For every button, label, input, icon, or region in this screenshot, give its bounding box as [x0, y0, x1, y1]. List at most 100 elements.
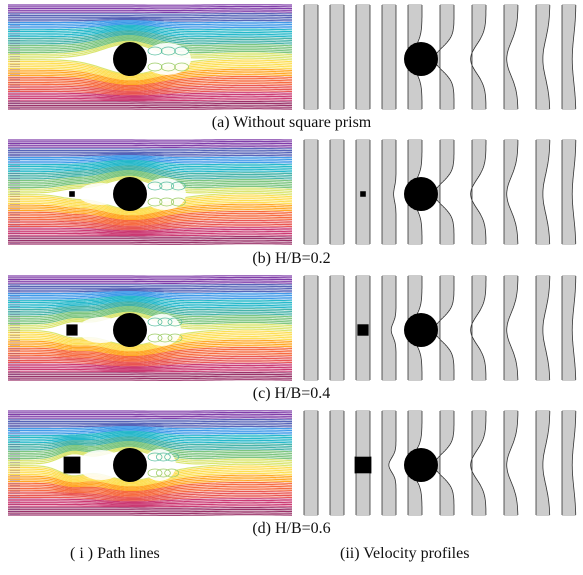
path-line: [8, 175, 292, 191]
velocity-profile: [470, 139, 487, 245]
path-line: [8, 366, 292, 370]
path-line: [8, 335, 292, 351]
path-line: [8, 192, 292, 210]
caption-b: (b) H/B=0.2: [252, 250, 331, 267]
path-line: [8, 201, 292, 216]
velocity-profile: [355, 275, 371, 381]
path-line: [8, 97, 292, 100]
path-line: [8, 158, 292, 164]
velocity-profile: [535, 410, 551, 516]
path-line: [8, 439, 292, 451]
path-line: [8, 102, 292, 105]
path-line: [8, 106, 292, 109]
path-line: [8, 167, 292, 178]
path-line: [8, 476, 292, 489]
square-prism: [360, 191, 366, 197]
path-line: [8, 446, 292, 462]
velocity-profile: [434, 275, 455, 381]
velocity-plot-a: [303, 4, 577, 110]
path-line: [8, 337, 292, 352]
velocity-profile: [503, 410, 519, 516]
path-line: [8, 219, 292, 227]
path-line: [8, 297, 292, 305]
path-line: [8, 431, 292, 439]
path-line: [8, 214, 292, 224]
velocity-profile: [329, 410, 345, 516]
path-line: [8, 243, 292, 245]
cylinder: [404, 177, 438, 211]
velocity-profile: [355, 139, 371, 245]
path-line: [8, 40, 292, 56]
path-line: [8, 160, 292, 168]
path-line: [8, 294, 292, 300]
path-line: [8, 205, 292, 218]
path-line: [8, 438, 292, 449]
path-line: [8, 332, 292, 349]
path-line: [8, 372, 292, 374]
path-line: [8, 508, 292, 511]
velocity-profile: [381, 139, 397, 245]
path-line: [8, 147, 292, 150]
path-line: [8, 485, 292, 495]
path-line: [8, 309, 292, 323]
path-line: [8, 163, 292, 171]
path-line: [8, 285, 292, 288]
path-line: [8, 75, 292, 87]
path-line: [8, 146, 292, 148]
path-line: [8, 334, 292, 350]
path-line: [8, 25, 292, 33]
velocity-profile: [303, 139, 319, 245]
path-line: [8, 465, 292, 482]
path-line: [8, 443, 292, 456]
velocity-profile: [561, 139, 577, 245]
path-line: [8, 236, 292, 238]
path-line: [8, 77, 292, 88]
path-line: [8, 101, 292, 103]
path-line: [8, 159, 292, 166]
path-line: [8, 16, 292, 19]
path-line: [8, 478, 292, 490]
path-line: [8, 444, 292, 458]
wake-region: [143, 314, 183, 346]
path-line: [8, 295, 292, 302]
path-line: [8, 496, 292, 502]
path-line: [8, 293, 292, 298]
path-line: [8, 234, 292, 237]
path-line: [8, 34, 292, 47]
path-line: [8, 507, 292, 509]
velocity-profile: [355, 4, 371, 110]
path-line: [8, 479, 292, 492]
path-line: [8, 221, 292, 229]
pathlines-plot-a: [8, 4, 292, 110]
path-line: [8, 212, 292, 223]
cylinder: [404, 313, 438, 347]
velocity-profile: [329, 275, 345, 381]
path-line: [8, 422, 292, 425]
path-line: [8, 81, 292, 90]
path-line: [8, 86, 292, 94]
path-line: [8, 174, 292, 189]
path-line: [8, 432, 292, 440]
path-line: [8, 223, 292, 230]
path-line: [8, 108, 292, 110]
path-line: [8, 424, 292, 428]
path-line: [8, 330, 292, 347]
path-line: [8, 494, 292, 501]
path-line: [8, 173, 292, 187]
path-line: [8, 420, 292, 423]
square-prism: [357, 324, 369, 336]
path-line: [8, 207, 292, 219]
path-line: [8, 156, 292, 161]
path-line: [8, 299, 292, 307]
path-line: [8, 442, 292, 455]
path-line: [8, 5, 292, 8]
path-line: [8, 377, 292, 380]
path-line: [8, 38, 292, 52]
gap-region: [78, 450, 124, 480]
path-line: [8, 352, 292, 361]
path-line: [8, 346, 292, 358]
path-line: [8, 153, 292, 157]
pathlines-panel-b: [8, 138, 292, 246]
path-line: [8, 22, 292, 27]
path-line: [8, 64, 292, 80]
